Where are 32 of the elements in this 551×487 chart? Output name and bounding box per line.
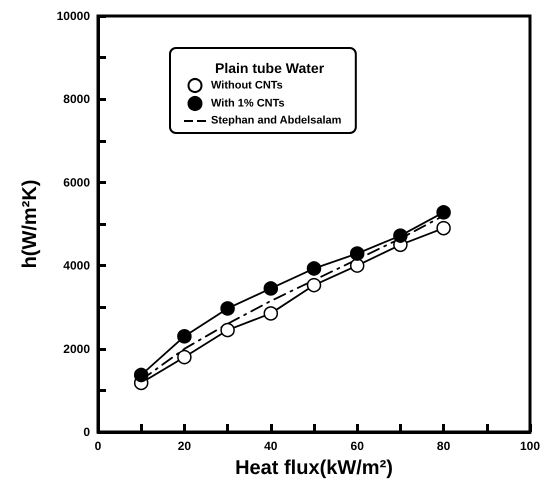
y-tick-label: 6000 — [63, 175, 90, 190]
x-tick-label: 60 — [350, 439, 364, 453]
legend-label: Without CNTs — [211, 80, 283, 92]
point — [436, 205, 451, 220]
point — [393, 228, 408, 243]
x-tick-label: 20 — [178, 439, 192, 453]
point — [264, 306, 278, 321]
point — [177, 329, 192, 344]
point — [220, 322, 235, 338]
y-tick-label: 0 — [83, 425, 90, 439]
point — [177, 350, 192, 364]
point — [264, 281, 278, 296]
x-tick-label: 100 — [520, 439, 540, 453]
x-axis-title: Heat flux(kW/m²) — [235, 457, 393, 479]
point — [306, 261, 322, 276]
y-axis-title: h(W/m²K) — [19, 180, 41, 268]
legend-label: With 1% CNTs — [211, 98, 285, 110]
point — [134, 368, 148, 382]
legend-label: Stephan and Abdelsalam — [211, 114, 342, 126]
legend-title: Plain tube Water — [215, 60, 325, 76]
point — [306, 278, 322, 292]
point — [220, 301, 235, 316]
point — [436, 220, 451, 236]
x-tick-label: 40 — [264, 439, 278, 453]
point — [350, 246, 364, 261]
x-tick-label: 0 — [94, 439, 102, 453]
y-tick-label: 2000 — [63, 342, 90, 356]
point — [350, 258, 364, 273]
y-tick-label: 10000 — [56, 9, 90, 23]
x-tick-label: 80 — [436, 439, 451, 453]
y-tick-label: 8000 — [63, 92, 90, 106]
y-tick-label: 4000 — [63, 258, 90, 273]
